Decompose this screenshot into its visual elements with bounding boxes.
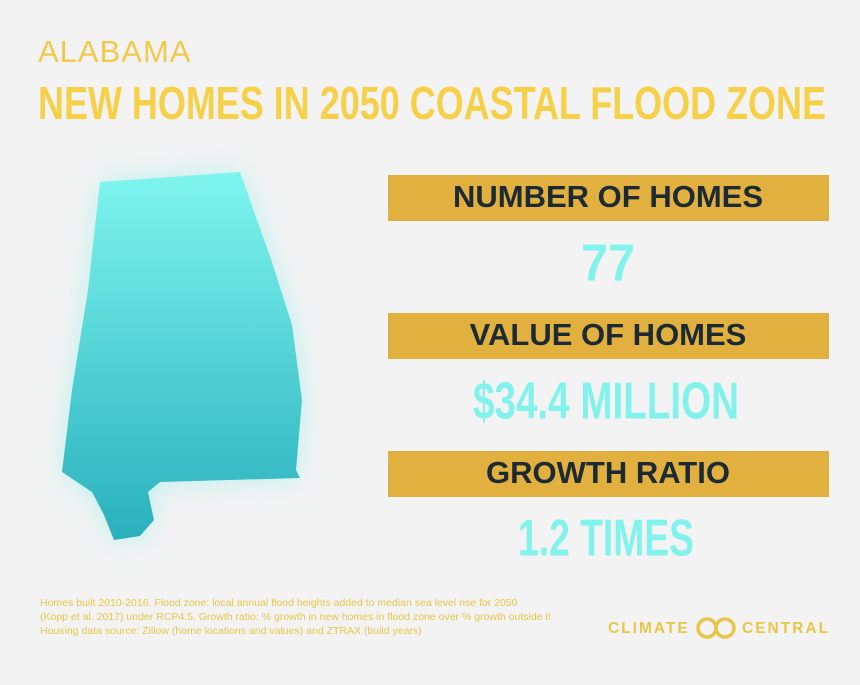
stat-value: 77: [581, 235, 635, 293]
stat-label: GROWTH RATIO: [486, 455, 730, 490]
footnote: Housing data source: Zillow (home locati…: [40, 625, 422, 637]
title: NEW HOMES IN 2050 COASTAL FLOOD ZONE: [38, 77, 826, 129]
label-bar: [388, 313, 829, 359]
label-bar: [388, 175, 829, 221]
stat-value: 1.2 TIMES: [518, 510, 694, 568]
footnote: Homes built 2010-2016. Flood zone: local…: [40, 597, 518, 609]
stat-label: NUMBER OF HOMES: [453, 179, 763, 214]
state-map: [62, 172, 302, 540]
state-name: ALABAMA: [38, 34, 191, 69]
logo-icon: [696, 617, 736, 639]
logo-text: CLIMATE: [608, 620, 690, 637]
logo-text: CENTRAL: [742, 620, 830, 637]
label-bar: [388, 451, 829, 497]
stat-value: $34.4 MILLION: [473, 373, 739, 431]
footnote: (Kopp et al. 2017) under RCP4.5. Growth …: [40, 611, 551, 623]
stat-label: VALUE OF HOMES: [470, 317, 747, 352]
